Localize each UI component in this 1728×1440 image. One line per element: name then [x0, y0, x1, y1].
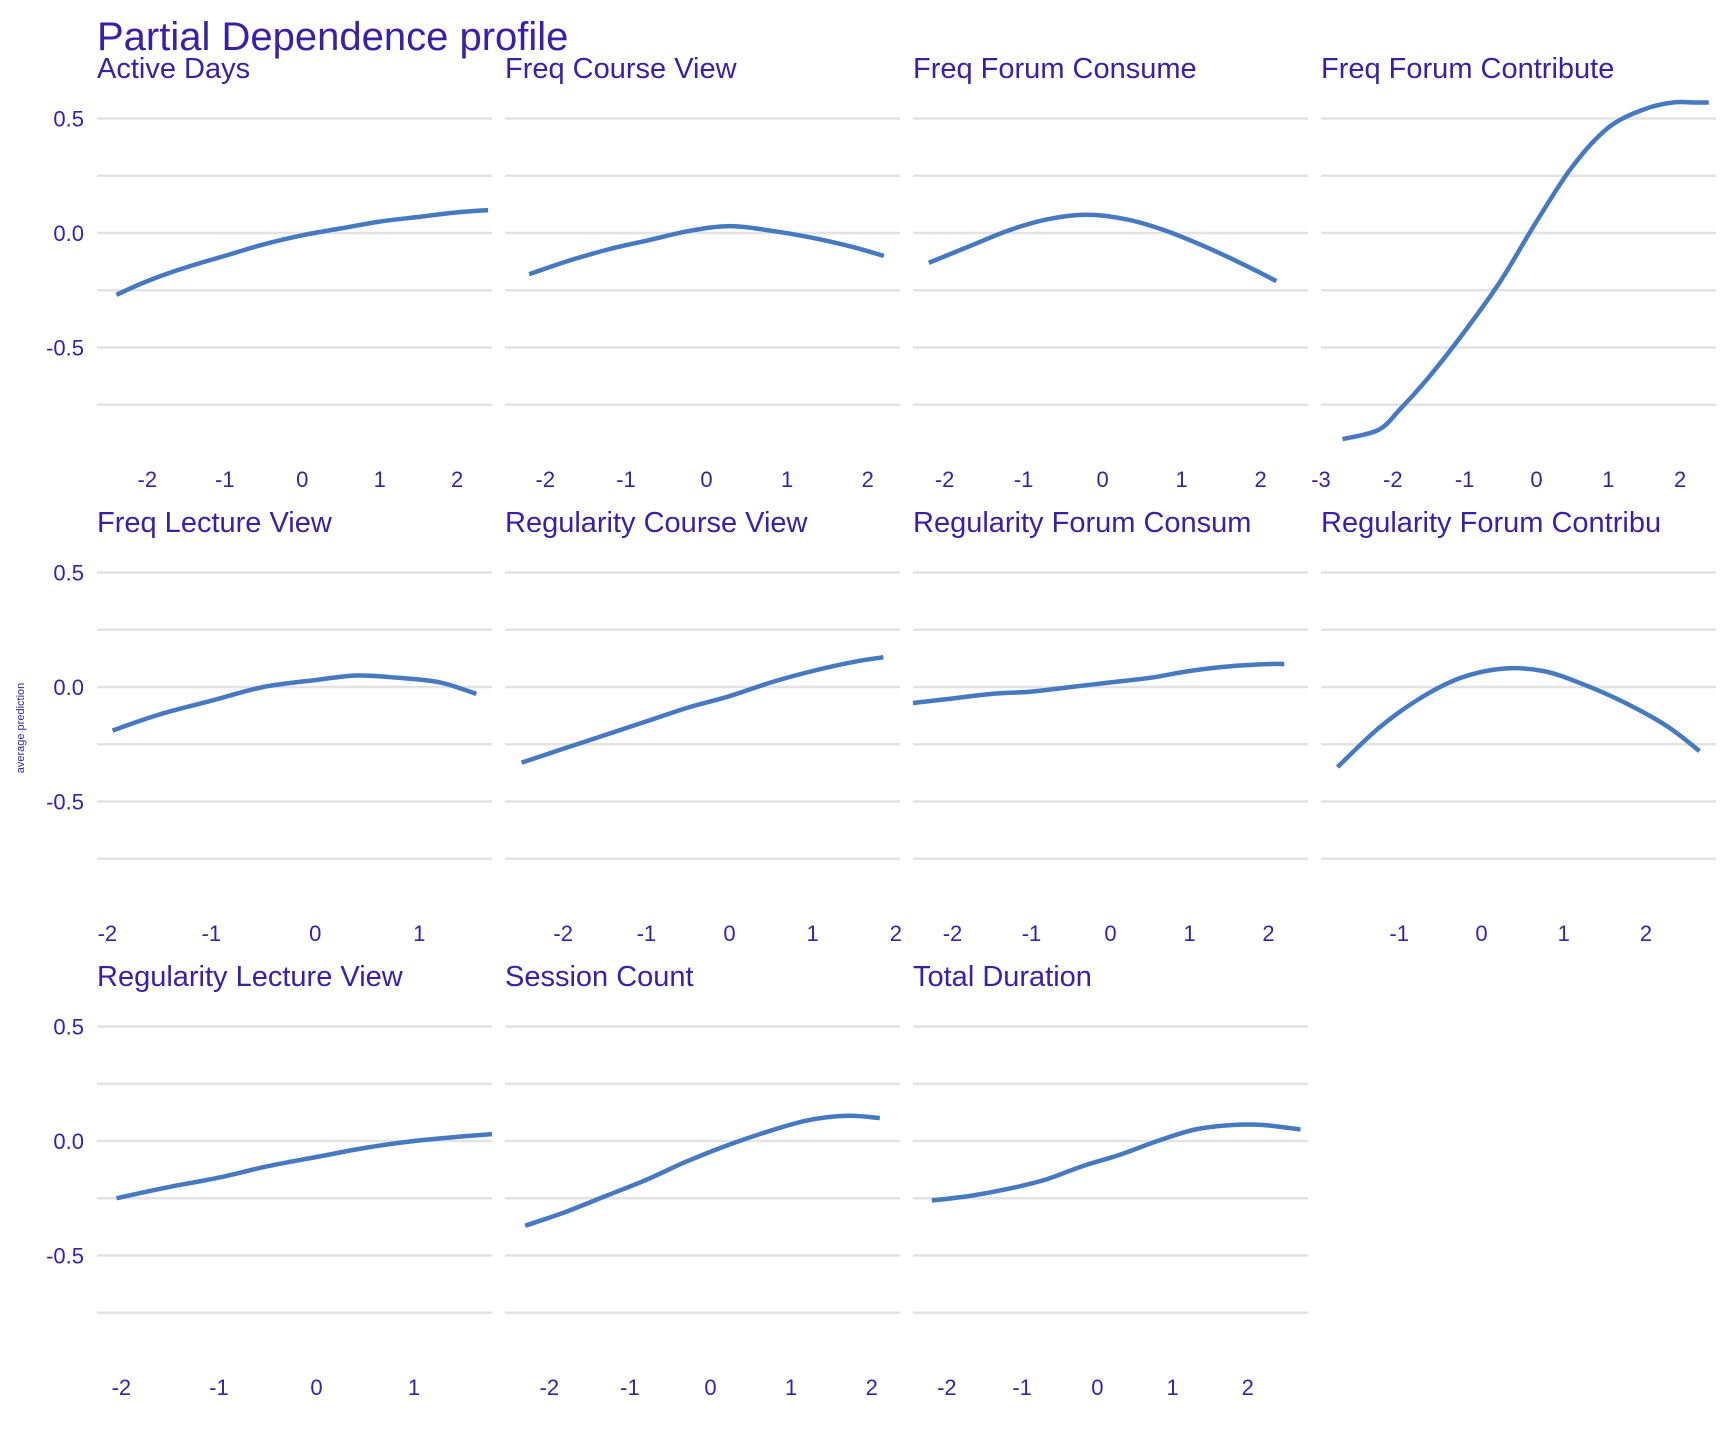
x-tick-label: 2 — [862, 467, 874, 492]
x-tick-label: -2 — [112, 1375, 132, 1400]
panel-title: Freq Forum Consume — [913, 53, 1197, 85]
panel-title: Regularity Lecture View — [97, 961, 404, 993]
x-tick-label: -1 — [202, 921, 222, 946]
x-tick-label: 0 — [310, 1375, 322, 1400]
x-tick-label: -1 — [1389, 921, 1409, 946]
panel-title: Regularity Course View — [505, 507, 809, 539]
x-tick-label: 0 — [700, 467, 712, 492]
x-tick-label: 2 — [866, 1375, 878, 1400]
panel-title: Regularity Forum Consum — [913, 507, 1251, 539]
x-tick-label: 2 — [1674, 467, 1686, 492]
panel-title: Session Count — [505, 961, 694, 993]
facet-panel: Session Count -2 -1 0 1 2 — [505, 961, 900, 1400]
panel-title: Regularity Forum Contribu — [1321, 507, 1661, 539]
x-tick-label: 1 — [781, 467, 793, 492]
profile-line — [111, 673, 478, 733]
panel-title: Freq Lecture View — [97, 507, 333, 539]
panel-title: Total Duration — [913, 961, 1092, 993]
x-tick-label: -2 — [943, 921, 963, 946]
x-tick-label: 0 — [704, 1375, 716, 1400]
facet-panel: Freq Lecture View 0.5 0.0 -0.5 -2 -1 0 1 — [46, 507, 492, 946]
x-tick-label: 2 — [1242, 1375, 1254, 1400]
x-tick-label: 0 — [1475, 921, 1487, 946]
y-tick-label: 0.5 — [53, 107, 84, 132]
x-tick-label: 2 — [451, 467, 463, 492]
y-tick-label: 0.0 — [53, 1129, 84, 1154]
x-tick-label: -1 — [1014, 467, 1034, 492]
x-tick-label: 1 — [1166, 1375, 1178, 1400]
x-tick-label: 1 — [408, 1375, 420, 1400]
facet-panel: Freq Course View -2 -1 0 1 2 — [505, 53, 900, 492]
facet-panel: Active Days 0.5 0.0 -0.5 -2 -1 0 1 2 — [46, 53, 492, 492]
y-tick-label: -0.5 — [46, 790, 84, 815]
y-tick-label: -0.5 — [46, 336, 84, 361]
x-tick-label: 1 — [413, 921, 425, 946]
x-tick-label: -2 — [935, 467, 955, 492]
x-tick-label: -2 — [1383, 467, 1403, 492]
y-axis-label: average prediction — [15, 683, 27, 774]
x-tick-label: 0 — [723, 921, 735, 946]
x-tick-label: 1 — [1175, 467, 1187, 492]
x-tick-label: -2 — [553, 921, 573, 946]
x-tick-label: 2 — [1262, 921, 1274, 946]
x-tick-label: -2 — [540, 1375, 560, 1400]
y-tick-label: 0.0 — [53, 221, 84, 246]
x-tick-label: 1 — [1558, 921, 1570, 946]
y-tick-label: 0.0 — [53, 675, 84, 700]
x-tick-label: -1 — [637, 921, 657, 946]
x-tick-label: -1 — [209, 1375, 229, 1400]
profile-line — [1335, 665, 1701, 769]
x-tick-label: 0 — [1091, 1375, 1103, 1400]
x-tick-label: -3 — [1311, 467, 1331, 492]
profile-line — [927, 212, 1278, 284]
chart-title: Partial Dependence profile — [97, 15, 568, 59]
x-tick-label: -2 — [536, 467, 556, 492]
x-tick-label: 1 — [1602, 467, 1614, 492]
x-tick-label: 1 — [807, 921, 819, 946]
profile-line — [1341, 99, 1709, 442]
x-tick-label: 0 — [1096, 467, 1108, 492]
facet-panel: Regularity Forum Consum -2 -1 0 1 2 — [912, 507, 1308, 946]
x-tick-label: -1 — [620, 1375, 640, 1400]
x-tick-label: 2 — [890, 921, 902, 946]
profile-line — [524, 1113, 880, 1228]
x-tick-label: 0 — [1530, 467, 1542, 492]
x-tick-label: -2 — [98, 921, 118, 946]
x-tick-label: 1 — [785, 1375, 797, 1400]
facet-panel: Regularity Forum Contribu -1 0 1 2 — [1321, 507, 1716, 946]
x-tick-label: 1 — [374, 467, 386, 492]
x-tick-label: -1 — [1455, 467, 1475, 492]
facet-panel: Total Duration -2 -1 0 1 2 — [913, 961, 1308, 1400]
x-tick-label: -1 — [616, 467, 636, 492]
x-tick-label: 0 — [296, 467, 308, 492]
y-tick-label: -0.5 — [46, 1244, 84, 1269]
y-tick-label: 0.5 — [53, 561, 84, 586]
x-tick-label: 0 — [309, 921, 321, 946]
profile-line — [520, 654, 884, 765]
x-tick-label: -1 — [1012, 1375, 1032, 1400]
facet-panel: Freq Forum Contribute -3 -2 -1 0 1 2 — [1311, 53, 1716, 492]
panel-title: Freq Course View — [505, 53, 738, 85]
x-tick-label: 2 — [1640, 921, 1652, 946]
profile-line — [912, 661, 1285, 706]
profile-line — [528, 223, 885, 277]
facet-panel: Freq Forum Consume -2 -1 0 1 2 — [913, 53, 1308, 492]
x-tick-label: 2 — [1254, 467, 1266, 492]
panel-title: Freq Forum Contribute — [1321, 53, 1614, 85]
x-tick-label: -2 — [138, 467, 158, 492]
facet-panel: Regularity Lecture View 0.5 0.0 -0.5 -2 -1 0 1 — [46, 961, 493, 1400]
x-tick-label: -1 — [1022, 921, 1042, 946]
x-tick-label: -1 — [215, 467, 235, 492]
profile-line — [931, 1122, 1301, 1203]
y-tick-label: 0.5 — [53, 1015, 84, 1040]
x-tick-label: -2 — [937, 1375, 957, 1400]
profile-line — [116, 1131, 493, 1201]
profile-line — [115, 207, 489, 297]
panel-title: Active Days — [97, 53, 250, 85]
x-tick-label: 1 — [1183, 921, 1195, 946]
facet-panel: Regularity Course View -2 -1 0 1 2 — [505, 507, 902, 946]
x-tick-label: 0 — [1104, 921, 1116, 946]
